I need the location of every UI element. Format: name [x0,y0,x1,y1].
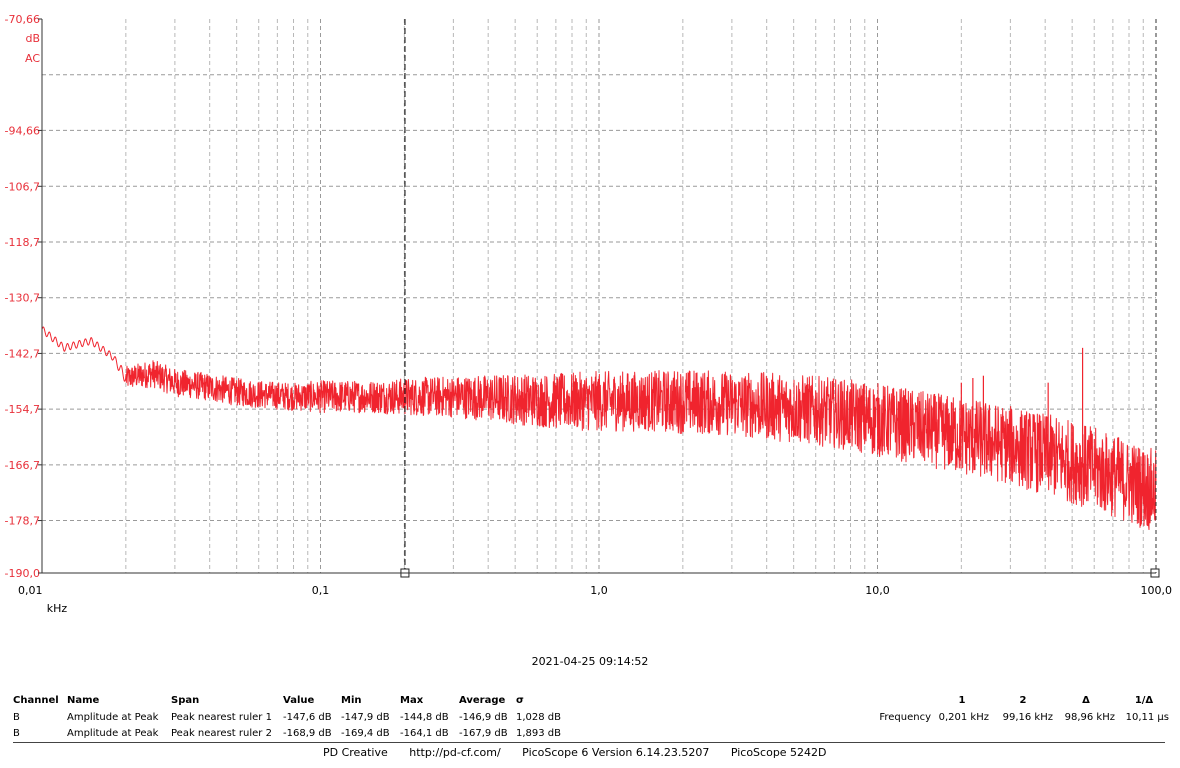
col-min-header: Min [341,695,362,706]
cell-sigma: 1,893 dB [516,727,562,739]
x-tick-label: 10,0 [865,584,890,597]
cell-name: Amplitude at Peak [67,711,159,723]
footer-divider [13,742,1165,743]
y-tick-label: -166,7 [5,459,40,472]
footer-company: PD Creative [323,746,388,759]
y-unit-db-label: dB [25,32,40,45]
cell-min: -169,4 dB [341,727,390,739]
y-axis-ticks: -70,66 -94,66 -106,7 -118,7 -130,7 -142,7 -154… [5,13,42,580]
rulers-header-row: 1 2 Δ 1/Δ [873,692,1173,709]
y-unit-ac-label: AC [25,52,40,65]
ruler-inverse-delta-value: 10,11 µs [1125,711,1169,723]
y-tick-label: -190,0 [5,567,40,580]
cell-span: Peak nearest ruler 1 [171,711,272,723]
x-axis-unit-label: kHz [47,602,68,615]
ruler-delta-value: 98,96 kHz [1064,711,1115,723]
rulers-table: 1 2 Δ 1/Δ Frequency 0,201 kHz 99,16 kHz … [873,692,1173,725]
footer-device: PicoScope 5242D [730,746,827,759]
y-tick-label: -118,7 [5,236,40,249]
y-tick-label: -106,7 [5,180,40,193]
rulers-blank-header [873,692,935,709]
y-tick-label: -94,66 [5,124,40,137]
frequency-row-label: Frequency [879,711,931,723]
ruler-2-value: 99,16 kHz [1002,711,1053,723]
col-channel-header: Channel [13,695,59,706]
chart-frame [41,19,1157,574]
spectrum-chart: -70,66 -94,66 -106,7 -118,7 -130,7 -142,7 -154… [5,13,1172,615]
footer: PD Creative http://pd-cf.com/ PicoScope … [323,746,845,759]
spectrum-trace [41,326,1157,531]
x-tick-label: 0,01 [18,584,43,597]
ruler-1-value: 0,201 kHz [938,711,989,723]
cell-span: Peak nearest ruler 2 [171,727,272,739]
y-tick-label: -142,7 [5,347,40,360]
ruler-1-header: 1 [958,695,966,706]
cell-min: -147,9 dB [341,711,390,723]
footer-software: PicoScope 6 Version 6.14.23.5207 [522,746,710,759]
cell-average: -146,9 dB [459,711,508,723]
col-average-header: Average [459,695,506,706]
cell-channel: B [13,711,20,723]
table-row[interactable]: B Amplitude at Peak Peak nearest ruler 1… [13,709,570,725]
col-span-header: Span [171,695,200,706]
cell-name: Amplitude at Peak [67,727,159,739]
cell-value: -168,9 dB [283,727,332,739]
ruler-inverse-delta-header: 1/Δ [1134,695,1154,706]
ruler-2-header: 2 [1019,695,1027,706]
x-tick-label: 100,0 [1141,584,1173,597]
x-tick-label: 0,1 [312,584,330,597]
x-tick-label: 1,0 [590,584,608,597]
col-name-header: Name [67,695,100,706]
cell-max: -164,1 dB [400,727,449,739]
cell-average: -167,9 dB [459,727,508,739]
col-max-header: Max [400,695,424,706]
chart-series-group [41,326,1157,531]
cell-channel: B [13,727,20,739]
table-row[interactable]: B Amplitude at Peak Peak nearest ruler 2… [13,725,570,741]
y-tick-label: -130,7 [5,292,40,305]
y-tick-label: -178,7 [5,515,40,528]
y-tick-label: -70,66 [5,13,40,26]
cell-max: -144,8 dB [400,711,449,723]
y-tick-label: -154,7 [5,403,40,416]
cell-value: -147,6 dB [283,711,332,723]
col-sigma-header: σ [516,695,524,706]
ruler-delta-header: Δ [1082,695,1090,706]
footer-url[interactable]: http://pd-cf.com/ [409,746,501,759]
capture-timestamp: 2021-04-25 09:14:52 [531,655,649,668]
col-value-header: Value [283,695,315,706]
x-axis-ticks: 0,01 0,1 1,0 10,0 100,0 [18,584,1172,597]
cell-sigma: 1,028 dB [516,711,562,723]
chart-grid [42,19,1156,573]
measurements-header-row: Channel Name Span Value Min Max Average … [13,692,570,709]
table-row[interactable]: Frequency 0,201 kHz 99,16 kHz 98,96 kHz … [873,709,1173,725]
measurements-table: Channel Name Span Value Min Max Average … [13,692,570,741]
